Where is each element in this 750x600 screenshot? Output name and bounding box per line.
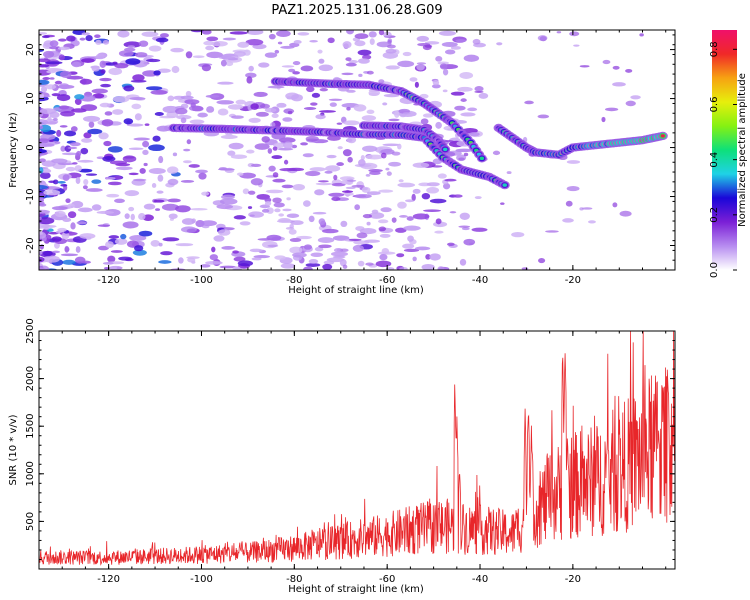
snr-y-tick-label: 2000 bbox=[25, 366, 36, 391]
spectrogram-x-tick-label: -120 bbox=[97, 275, 120, 286]
colorbar-tick-label: 0.4 bbox=[709, 152, 720, 168]
spectrogram-x-tick-label: -20 bbox=[565, 275, 581, 286]
spectrogram-amplitude-field bbox=[39, 30, 668, 270]
snr-x-tick-label: -60 bbox=[379, 574, 395, 585]
spectrogram-frame bbox=[38, 29, 676, 271]
spectrogram-y-tick-label: -10 bbox=[25, 188, 36, 204]
snr-x-tick-label: -40 bbox=[472, 574, 488, 585]
colorbar-ticks: 0.0 0.2 0.4 0.6 0.8 bbox=[709, 41, 737, 278]
spectrogram-y-tick-label: 0 bbox=[25, 144, 36, 150]
colorbar-tick-label: 0.0 bbox=[709, 262, 720, 278]
spectrogram-y-label: Frequency (Hz) bbox=[8, 112, 19, 188]
colorbar: 0.0 0.2 0.4 0.6 0.8 Normalized spectral ampl… bbox=[709, 30, 748, 278]
snr-x-tick-label: -120 bbox=[97, 574, 120, 585]
spectrogram-x-tick-label: -40 bbox=[472, 275, 488, 286]
snr-series-line bbox=[38, 330, 676, 566]
spectrogram-x-label: Height of straight line (km) bbox=[288, 285, 424, 296]
colorbar-tick-label: 0.8 bbox=[709, 41, 720, 57]
colorbar-scale bbox=[712, 30, 737, 270]
snr-ticks: -120 -100 -80 -60 -40 -20 500 1000 1500 2000 2500 bbox=[25, 318, 675, 585]
snr-x-tick-label: -20 bbox=[565, 574, 581, 585]
snr-x-label: Height of straight line (km) bbox=[288, 584, 424, 595]
snr-y-tick-label: 500 bbox=[25, 512, 36, 531]
snr-y-tick-label: 1500 bbox=[25, 413, 36, 438]
figure-title: PAZ1.2025.131.06.28.G09 bbox=[271, 3, 442, 18]
spectrogram-y-tick-label: 10 bbox=[25, 92, 36, 105]
snr-panel: -120 -100 -80 -60 -40 -205001000150020002500 … bbox=[8, 318, 676, 595]
snr-y-tick-label: 2500 bbox=[25, 318, 36, 343]
snr-x-tick-label: -80 bbox=[286, 574, 302, 585]
snr-x-tick-label: -100 bbox=[190, 574, 213, 585]
spectrogram-y-tick-label: 20 bbox=[25, 43, 36, 56]
colorbar-tick-label: 0.2 bbox=[709, 207, 720, 223]
spectrogram-x-tick-label: -60 bbox=[379, 275, 395, 286]
snr-y-label: SNR (10 * v/v) bbox=[8, 414, 19, 485]
snr-y-tick-label: 1000 bbox=[25, 461, 36, 486]
spectrogram-x-tick-label: -100 bbox=[190, 275, 213, 286]
colorbar-tick-label: 0.6 bbox=[709, 97, 720, 113]
spectrogram-y-tick-label: -20 bbox=[25, 237, 36, 253]
snr-frame bbox=[38, 330, 676, 570]
colorbar-label: Normalized spectral amplitude bbox=[737, 73, 748, 227]
spectrogram-x-tick-label: -80 bbox=[286, 275, 302, 286]
